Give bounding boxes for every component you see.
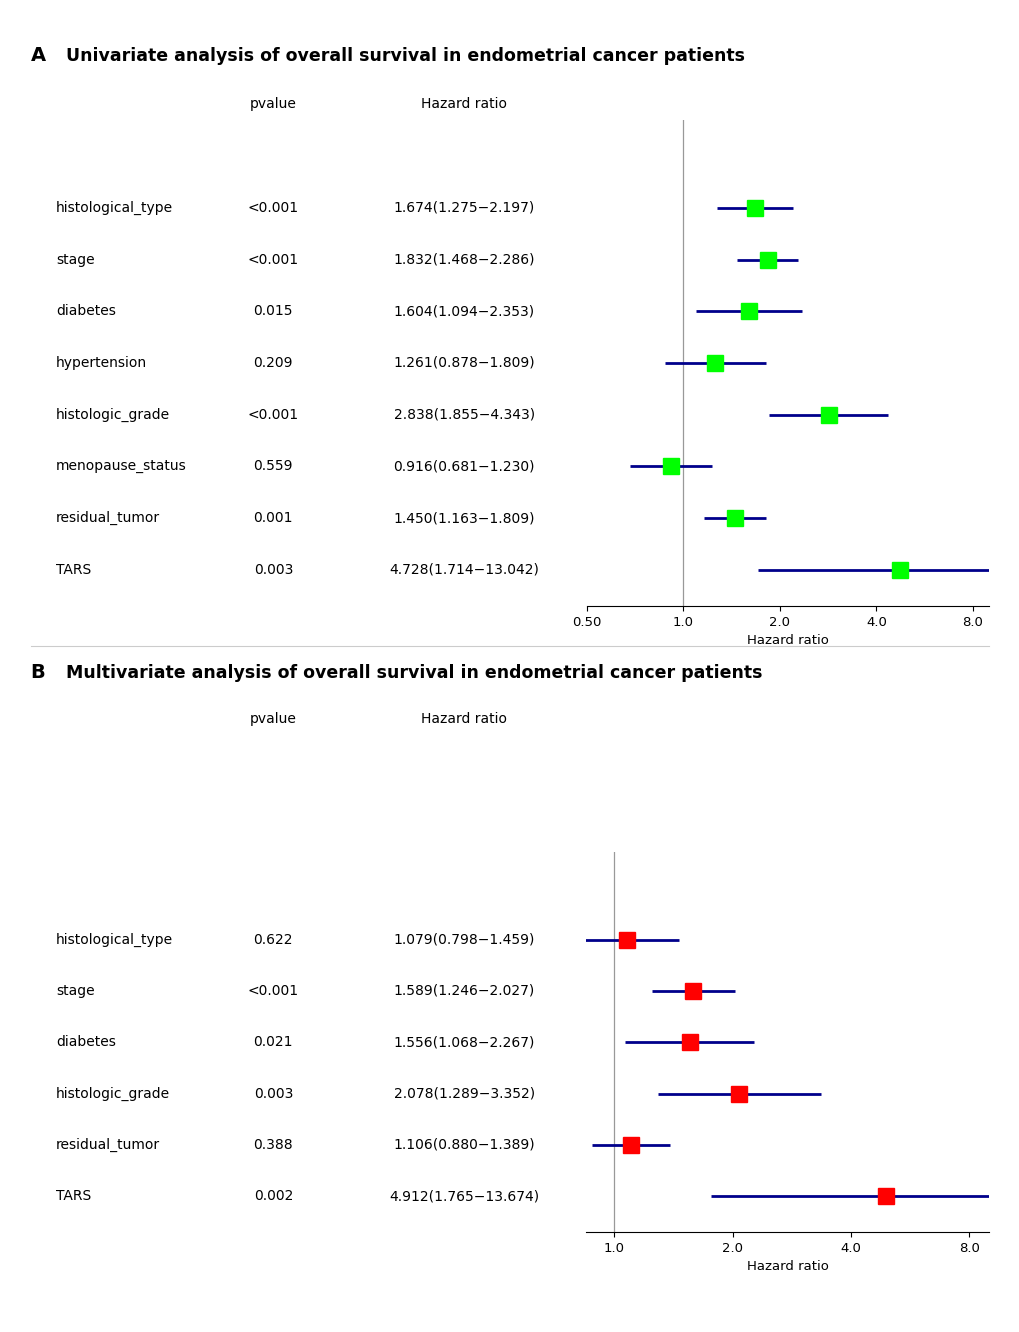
Text: histologic_grade: histologic_grade: [56, 1087, 170, 1100]
Text: diabetes: diabetes: [56, 304, 116, 318]
Text: <0.001: <0.001: [248, 253, 299, 266]
Text: residual_tumor: residual_tumor: [56, 1138, 160, 1152]
Text: TARS: TARS: [56, 563, 92, 577]
Text: 0.001: 0.001: [254, 511, 292, 525]
Text: 0.209: 0.209: [254, 356, 292, 370]
Text: pvalue: pvalue: [250, 713, 297, 726]
Text: 0.916(0.681−1.230): 0.916(0.681−1.230): [393, 460, 534, 473]
Text: Univariate analysis of overall survival in endometrial cancer patients: Univariate analysis of overall survival …: [66, 47, 745, 65]
Text: 2.078(1.289−3.352): 2.078(1.289−3.352): [393, 1087, 534, 1100]
Text: 0.015: 0.015: [254, 304, 292, 318]
Text: histological_type: histological_type: [56, 932, 173, 947]
Text: B: B: [31, 663, 45, 682]
Text: histological_type: histological_type: [56, 201, 173, 214]
Text: stage: stage: [56, 253, 95, 266]
Text: Hazard ratio: Hazard ratio: [421, 713, 506, 726]
Text: 1.589(1.246−2.027): 1.589(1.246−2.027): [393, 984, 534, 998]
Text: <0.001: <0.001: [248, 408, 299, 422]
Text: 1.450(1.163−1.809): 1.450(1.163−1.809): [393, 511, 534, 525]
Text: residual_tumor: residual_tumor: [56, 511, 160, 525]
Text: 1.261(0.878−1.809): 1.261(0.878−1.809): [393, 356, 534, 370]
Text: 0.559: 0.559: [254, 460, 292, 473]
Text: 1.832(1.468−2.286): 1.832(1.468−2.286): [393, 253, 534, 266]
Text: 4.728(1.714−13.042): 4.728(1.714−13.042): [389, 563, 538, 577]
Text: 1.079(0.798−1.459): 1.079(0.798−1.459): [393, 932, 534, 947]
X-axis label: Hazard ratio: Hazard ratio: [746, 1260, 828, 1273]
Text: 1.604(1.094−2.353): 1.604(1.094−2.353): [393, 304, 534, 318]
Text: 0.622: 0.622: [254, 932, 292, 947]
Text: <0.001: <0.001: [248, 201, 299, 214]
Text: pvalue: pvalue: [250, 97, 297, 111]
Text: hypertension: hypertension: [56, 356, 147, 370]
Text: 0.003: 0.003: [254, 563, 292, 577]
Text: Multivariate analysis of overall survival in endometrial cancer patients: Multivariate analysis of overall surviva…: [66, 663, 762, 682]
Text: menopause_status: menopause_status: [56, 460, 186, 473]
Text: 0.021: 0.021: [254, 1035, 292, 1050]
Text: A: A: [31, 47, 46, 65]
Text: 0.002: 0.002: [254, 1189, 292, 1203]
Text: <0.001: <0.001: [248, 984, 299, 998]
Text: Hazard ratio: Hazard ratio: [421, 97, 506, 111]
Text: 0.388: 0.388: [254, 1138, 292, 1152]
Text: 1.556(1.068−2.267): 1.556(1.068−2.267): [393, 1035, 534, 1050]
Text: 2.838(1.855−4.343): 2.838(1.855−4.343): [393, 408, 534, 422]
Text: diabetes: diabetes: [56, 1035, 116, 1050]
Text: 1.674(1.275−2.197): 1.674(1.275−2.197): [393, 201, 534, 214]
Text: 4.912(1.765−13.674): 4.912(1.765−13.674): [388, 1189, 539, 1203]
Text: TARS: TARS: [56, 1189, 92, 1203]
Text: 1.106(0.880−1.389): 1.106(0.880−1.389): [393, 1138, 534, 1152]
Text: stage: stage: [56, 984, 95, 998]
Text: histologic_grade: histologic_grade: [56, 408, 170, 422]
X-axis label: Hazard ratio: Hazard ratio: [746, 634, 828, 647]
Text: 0.003: 0.003: [254, 1087, 292, 1100]
